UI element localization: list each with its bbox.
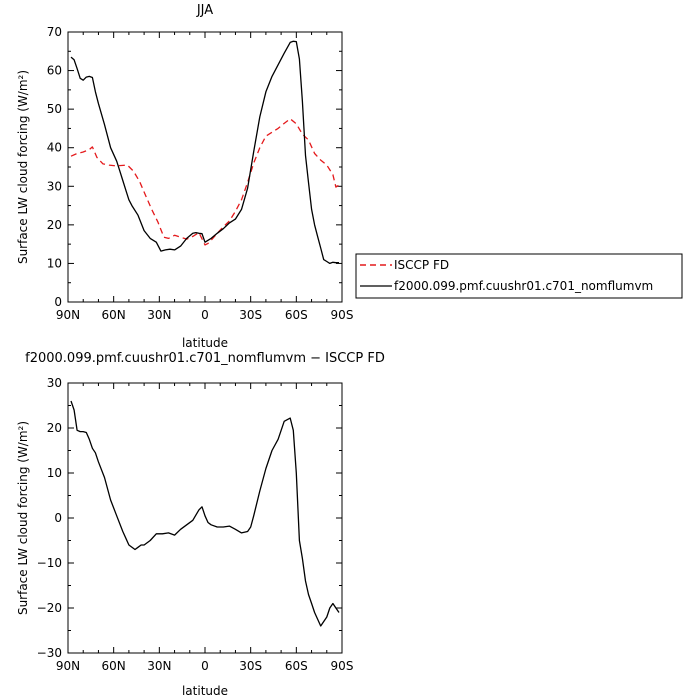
bottom-chart-y-tick-label: −30 bbox=[37, 646, 62, 660]
top-chart-y-tick-label: 40 bbox=[47, 141, 62, 155]
top-chart-title: JJA bbox=[196, 3, 213, 18]
top-chart-series-line-0 bbox=[70, 118, 340, 246]
bottom-chart-y-tick-label: 10 bbox=[47, 466, 62, 480]
bottom-chart-y-tick-label: −20 bbox=[37, 601, 62, 615]
top-chart-y-tick-label: 30 bbox=[47, 179, 62, 193]
top-chart-ticks: 90N 60N 30N 0 30S 60S 90S 0 10 20 30 40 50 60 70 bbox=[47, 25, 354, 322]
top-chart-y-tick-label: 60 bbox=[47, 64, 62, 78]
bottom-chart-x-tick-label: 30N bbox=[147, 659, 171, 673]
bottom-chart-x-tick-label: 60S bbox=[285, 659, 308, 673]
top-chart-x-tick-label: 30S bbox=[239, 308, 262, 322]
bottom-chart-ticks: 90N 60N 30N 0 30S 60S 90S −30 −20 −10 0 10 20 30 bbox=[37, 376, 354, 673]
legend-box bbox=[355, 253, 683, 299]
top-chart-y-tick-label: 10 bbox=[47, 256, 62, 270]
bottom-chart-series-line-0 bbox=[70, 400, 340, 627]
bottom-chart-y-tick-label: −10 bbox=[37, 556, 62, 570]
bottom-chart-x-tick-label: 60N bbox=[102, 659, 126, 673]
top-chart-y-tick-label: 0 bbox=[54, 295, 62, 309]
bottom-chart-y-tick-label: 0 bbox=[54, 511, 62, 525]
top-chart-x-tick-label: 0 bbox=[201, 308, 209, 322]
legend: ISCCP FD f2000.099.pmf.cuushr01.c701_nom… bbox=[355, 253, 683, 299]
bottom-chart-xlabel: latitude bbox=[182, 684, 228, 698]
bottom-chart: f2000.099.pmf.cuushr01.c701_nomflumvm − … bbox=[16, 351, 385, 698]
bottom-chart-plot bbox=[70, 400, 340, 627]
legend-label-model: f2000.099.pmf.cuushr01.c701_nomflumvm bbox=[394, 279, 653, 293]
top-chart: JJA 90N 60N 30N 0 30S 60S 90S 0 10 20 30 40 50 60 70 l… bbox=[16, 3, 353, 350]
top-chart-x-tick-label: 60N bbox=[102, 308, 126, 322]
top-chart-x-tick-label: 90N bbox=[56, 308, 80, 322]
bottom-chart-x-tick-label: 90S bbox=[331, 659, 354, 673]
top-chart-frame bbox=[67, 31, 343, 303]
top-chart-xlabel: latitude bbox=[182, 336, 228, 350]
top-chart-plot bbox=[70, 40, 340, 265]
top-chart-y-tick-label: 50 bbox=[47, 102, 62, 116]
top-chart-x-tick-label: 30N bbox=[147, 308, 171, 322]
legend-label-isccp: ISCCP FD bbox=[394, 258, 449, 272]
bottom-chart-y-tick-label: 20 bbox=[47, 421, 62, 435]
bottom-chart-frame bbox=[67, 382, 343, 654]
bottom-chart-x-tick-label: 90N bbox=[56, 659, 80, 673]
top-chart-series-line-1 bbox=[70, 40, 339, 265]
top-chart-x-tick-label: 90S bbox=[331, 308, 354, 322]
bottom-chart-ylabel: Surface LW cloud forcing (W/m²) bbox=[16, 421, 30, 615]
bottom-chart-x-tick-label: 30S bbox=[239, 659, 262, 673]
top-chart-y-tick-label: 20 bbox=[47, 218, 62, 232]
top-chart-ylabel: Surface LW cloud forcing (W/m²) bbox=[16, 70, 30, 264]
bottom-chart-title: f2000.099.pmf.cuushr01.c701_nomflumvm − … bbox=[25, 351, 385, 366]
top-chart-y-tick-label: 70 bbox=[47, 25, 62, 39]
top-chart-x-tick-label: 60S bbox=[285, 308, 308, 322]
bottom-chart-x-tick-label: 0 bbox=[201, 659, 209, 673]
bottom-chart-y-tick-label: 30 bbox=[47, 376, 62, 390]
